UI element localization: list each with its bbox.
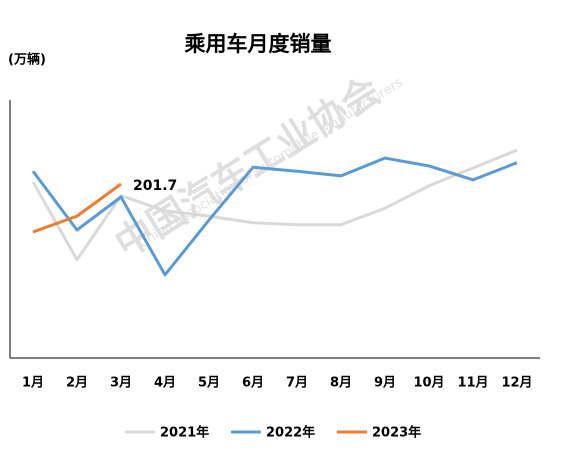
legend-label: 2021年 xyxy=(160,425,209,441)
x-tick-label: 8月 xyxy=(330,376,352,391)
x-tick-label: 10月 xyxy=(413,376,444,391)
chart-title: 乘用车月度销量 xyxy=(184,32,332,56)
legend-label: 2023年 xyxy=(372,425,421,441)
series-line xyxy=(32,182,122,234)
x-tick-label: 5月 xyxy=(198,376,220,391)
series-line xyxy=(31,156,518,277)
x-tick-label: 7月 xyxy=(286,376,308,391)
legend-label: 2022年 xyxy=(266,425,315,441)
x-tick-label: 11月 xyxy=(457,376,488,391)
x-tick-label: 2月 xyxy=(66,376,88,391)
x-tick-label: 6月 xyxy=(242,376,264,391)
series-line xyxy=(31,148,518,262)
x-tick-label: 9月 xyxy=(374,376,396,391)
x-tick-label: 1月 xyxy=(22,376,44,391)
x-tick-label: 4月 xyxy=(154,376,176,391)
x-tick-label: 3月 xyxy=(110,376,132,391)
y-axis-label: (万辆) xyxy=(8,52,46,68)
data-label: 201.7 xyxy=(133,178,177,194)
x-tick-label: 12月 xyxy=(501,376,532,391)
